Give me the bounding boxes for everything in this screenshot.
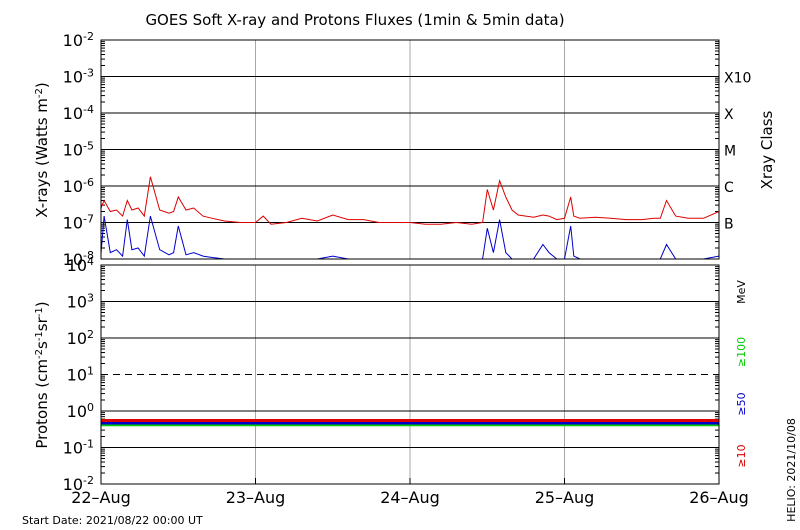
- energy-label-2: ≥10: [735, 444, 748, 467]
- x-tick-label: 23–Aug: [226, 488, 286, 507]
- xray-class-x10: X10: [724, 71, 751, 87]
- xray-y-ticks: 10-2 10-3 10-4 10-5 10-6 10-7 10-8: [63, 30, 94, 270]
- proton-series-group: [101, 418, 719, 427]
- proton-tick-label: 102: [67, 328, 94, 349]
- xray-class-labels: X10 X M C B: [724, 71, 751, 233]
- energy-label-1: ≥50: [735, 392, 748, 415]
- start-date-label: Start Date: 2021/08/22 00:00 UT: [22, 514, 203, 527]
- xray-tick-label: 10-3: [63, 66, 94, 87]
- proton-tick-label: 104: [67, 255, 94, 276]
- x-tick-label: 25–Aug: [535, 488, 595, 507]
- proton-y-ticks: 104 103 102 101 100 10-1 10-2: [63, 255, 94, 495]
- xray-class-x: X: [724, 107, 734, 123]
- x-tick-label: 24–Aug: [380, 488, 440, 507]
- proton-grid: [101, 265, 719, 484]
- xray-y-axis-title: X-rays (Watts m-2): [33, 82, 51, 217]
- xray-panel: 10-2 10-3 10-4 10-5 10-6 10-7 10-8 X10 X M C B X-r…: [33, 30, 776, 270]
- energy-unit-label: MeV: [735, 280, 748, 304]
- x-tick-label: 26–Aug: [689, 488, 749, 507]
- x-tick-label: 22–Aug: [71, 488, 131, 507]
- energy-label-0: ≥100: [735, 337, 748, 367]
- xray-tick-label: 10-6: [63, 176, 94, 197]
- xray-class-axis-title: Xray Class: [758, 110, 776, 189]
- xray-tick-label: 10-4: [63, 103, 94, 124]
- proton-tick-label: 100: [67, 401, 94, 422]
- xray-tick-label: 10-2: [63, 30, 94, 51]
- proton-tick-label: 103: [67, 291, 94, 312]
- xray-tick-label: 10-5: [63, 139, 94, 160]
- proton-tick-label: 101: [67, 364, 94, 385]
- xray-class-b: B: [724, 217, 734, 233]
- xray-class-m: M: [724, 144, 736, 160]
- x-axis-ticks: 22–Aug 23–Aug 24–Aug 25–Aug 26–Aug: [71, 478, 749, 507]
- xray-series-0-line: [100, 176, 720, 225]
- proton-tick-label: 10-1: [63, 437, 94, 458]
- chart-title: GOES Soft X-ray and Protons Fluxes (1min…: [145, 11, 564, 29]
- energy-legend: ≥100 ≥50 ≥10: [735, 337, 748, 468]
- xray-grid: [101, 40, 719, 259]
- proton-y-axis-title: Protons (cm-2s-1sr-1): [33, 301, 51, 448]
- proton-panel: 104 103 102 101 100 10-1 10-2 Protons (cm-2s-1…: [33, 255, 748, 495]
- proton-tick-label: 10-2: [63, 474, 94, 495]
- xray-class-c: C: [724, 180, 734, 196]
- xray-frame: [100, 39, 720, 260]
- xray-tick-label: 10-8: [63, 249, 94, 270]
- helio-date-label: HELIO: 2021/10/08: [785, 418, 798, 522]
- xray-tick-label: 10-7: [63, 212, 94, 233]
